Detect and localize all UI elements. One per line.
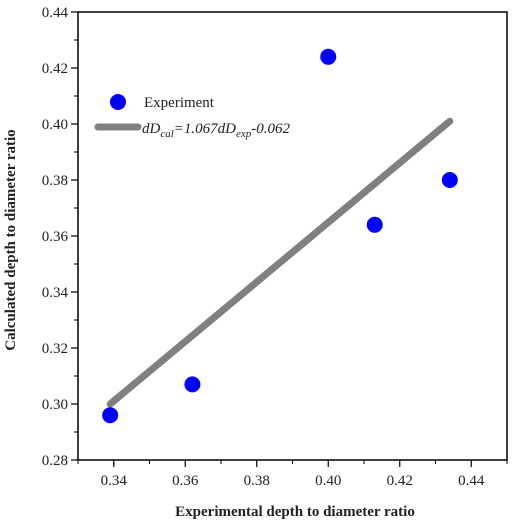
x-tick-label: 0.44 <box>458 473 485 489</box>
legend: Experiment dDcal=1.067dDexp-0.062 <box>94 94 291 140</box>
y-tick-label: 0.30 <box>42 397 68 413</box>
data-point <box>366 216 383 233</box>
legend-fit-label: dDcal=1.067dDexp-0.062 <box>142 121 291 140</box>
y-tick-label: 0.32 <box>42 341 68 357</box>
plot-content <box>102 48 458 424</box>
y-tick-label: 0.28 <box>42 453 68 469</box>
y-tick-label: 0.42 <box>42 61 68 77</box>
fit-line <box>106 117 454 408</box>
legend-experiment-label: Experiment <box>144 95 215 111</box>
y-tick-label: 0.40 <box>42 117 68 133</box>
x-tick-label: 0.38 <box>244 473 270 489</box>
x-tick-label: 0.42 <box>387 473 413 489</box>
plot-frame <box>77 11 508 461</box>
y-axis-title: Calculated depth to diameter ratio <box>3 129 19 350</box>
y-tick-label: 0.34 <box>42 285 69 301</box>
y-axis-ticks: 0.28 0.30 0.32 0.34 0.36 0.38 0.40 0.42 0.44 <box>42 5 78 469</box>
data-point <box>441 172 458 188</box>
data-point <box>320 48 337 65</box>
data-point <box>102 407 119 424</box>
y-tick-label: 0.44 <box>42 5 69 21</box>
x-axis-ticks: 0.34 0.36 0.38 0.40 0.42 0.44 <box>77 460 508 489</box>
legend-experiment-marker <box>110 94 126 110</box>
x-tick-label: 0.34 <box>101 473 128 489</box>
y-tick-label: 0.38 <box>42 173 68 189</box>
data-point <box>184 376 201 393</box>
x-tick-label: 0.36 <box>172 473 199 489</box>
y-tick-label: 0.36 <box>42 229 69 245</box>
x-axis-title: Experimental depth to diameter ratio <box>175 504 415 520</box>
x-tick-label: 0.40 <box>315 473 341 489</box>
